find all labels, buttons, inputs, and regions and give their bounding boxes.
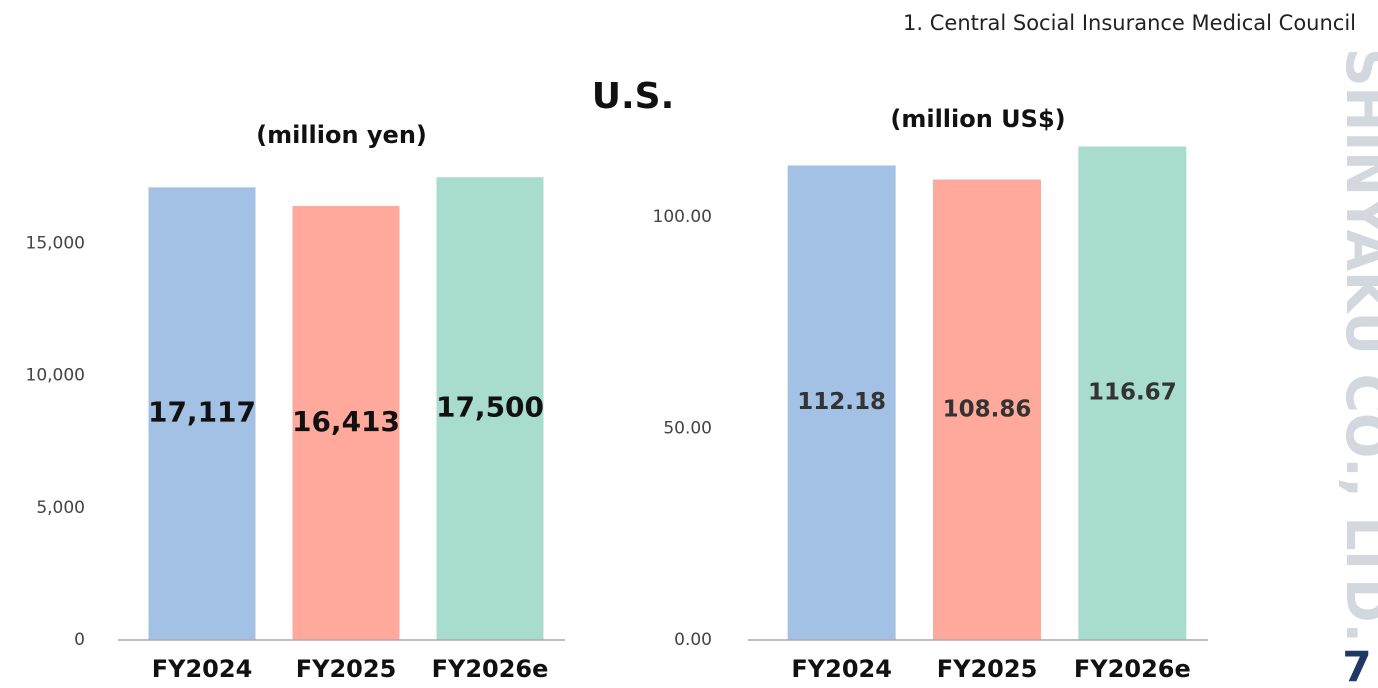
bar: [1078, 146, 1187, 640]
y-tick-label: 50.00: [663, 419, 712, 439]
x-tick-label: FY2026e: [1074, 655, 1191, 683]
data-label: 112.18: [797, 389, 886, 415]
chart-subtitle: (million yen): [256, 121, 427, 149]
page-number: 7: [1342, 643, 1371, 688]
y-tick-label: 0.00: [674, 630, 712, 650]
x-tick-label: FY2026e: [432, 655, 549, 683]
data-label: 108.86: [943, 396, 1032, 422]
data-label: 17,500: [436, 391, 544, 424]
bar: [292, 205, 400, 640]
x-tick-label: FY2024: [152, 655, 253, 683]
y-tick-label: 10,000: [26, 366, 85, 386]
y-tick-label: 100.00: [653, 207, 712, 227]
y-tick-label: 15,000: [26, 233, 85, 253]
watermark: SHINYAKU CO., LTD.: [1333, 48, 1378, 643]
bar: [933, 179, 1041, 640]
chart-subtitle: (million US$): [890, 105, 1065, 133]
y-tick-label: 5,000: [36, 498, 85, 518]
slide-title: U.S.: [592, 76, 675, 117]
bar: [148, 187, 256, 640]
data-label: 16,413: [292, 405, 400, 438]
data-label: 17,117: [148, 396, 256, 429]
bar: [436, 177, 544, 640]
x-tick-label: FY2024: [791, 655, 892, 683]
data-label: 116.67: [1088, 380, 1177, 406]
y-tick-label: 0: [74, 630, 85, 650]
x-tick-label: FY2025: [937, 655, 1038, 683]
header: 1. Central Social Insurance Medical Coun…: [903, 11, 1356, 35]
x-tick-label: FY2025: [296, 655, 397, 683]
bar: [787, 165, 896, 640]
